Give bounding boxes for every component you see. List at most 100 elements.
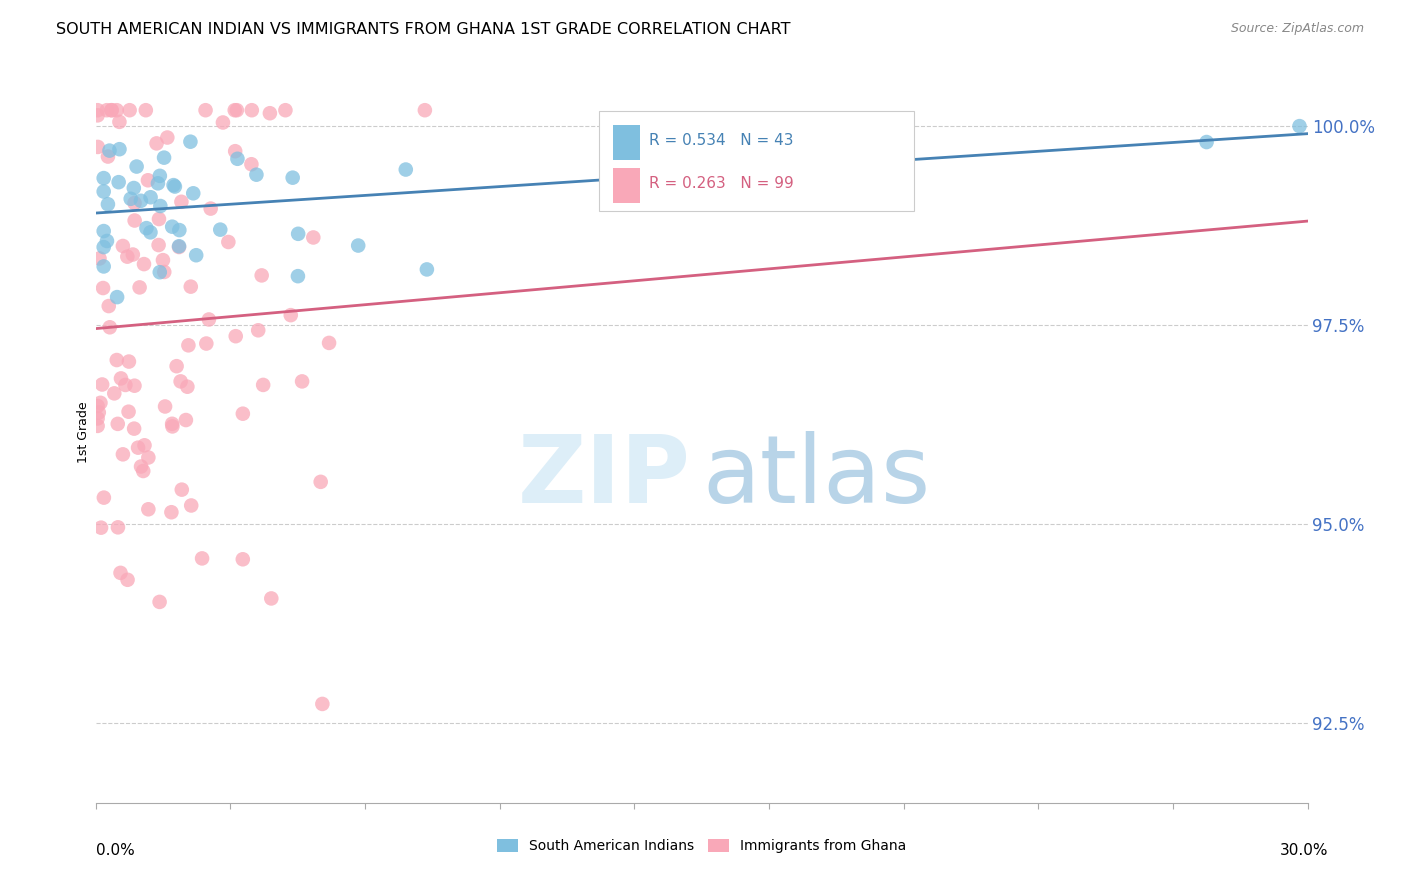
Point — [169, 223, 191, 237]
Point — [132, 257, 155, 271]
Point — [200, 202, 222, 216]
Point — [135, 103, 157, 118]
Point — [93, 224, 115, 238]
Point — [212, 115, 235, 129]
Point — [145, 136, 167, 151]
Text: R = 0.534   N = 43: R = 0.534 N = 43 — [650, 133, 794, 148]
Point — [110, 566, 132, 580]
Point — [93, 260, 115, 274]
Point — [86, 418, 108, 433]
Point — [191, 551, 214, 566]
Text: R = 0.263   N = 99: R = 0.263 N = 99 — [650, 176, 794, 191]
Point — [93, 171, 115, 186]
Point — [90, 521, 112, 535]
Point — [252, 378, 274, 392]
Point — [224, 103, 246, 118]
Point — [245, 168, 267, 182]
Point — [153, 265, 176, 279]
Text: 0.0%: 0.0% — [96, 843, 135, 858]
Point — [177, 338, 200, 352]
Point — [138, 450, 160, 465]
Point — [274, 103, 297, 118]
Point — [111, 239, 134, 253]
Point — [225, 329, 247, 343]
Point — [107, 417, 129, 431]
Point — [250, 268, 273, 283]
Text: SOUTH AMERICAN INDIAN VS IMMIGRANTS FROM GHANA 1ST GRADE CORRELATION CHART: SOUTH AMERICAN INDIAN VS IMMIGRANTS FROM… — [56, 22, 790, 37]
Point — [180, 279, 202, 293]
Point — [170, 483, 193, 497]
Text: atlas: atlas — [703, 431, 931, 523]
Point — [174, 413, 197, 427]
Point — [347, 238, 370, 252]
Point — [148, 238, 170, 252]
Point — [160, 505, 183, 519]
Point — [162, 419, 184, 434]
Point — [120, 192, 142, 206]
Point — [180, 499, 202, 513]
Point — [91, 281, 114, 295]
Point — [139, 190, 162, 204]
Point — [124, 378, 146, 392]
Point — [124, 213, 146, 227]
Point — [124, 196, 146, 211]
Point — [217, 235, 239, 249]
Point — [87, 405, 110, 419]
Point — [280, 308, 302, 322]
Point — [1288, 119, 1310, 133]
Y-axis label: 1st Grade: 1st Grade — [77, 401, 90, 464]
Point — [87, 140, 110, 154]
Point — [117, 573, 139, 587]
Point — [232, 407, 254, 421]
Point — [149, 169, 172, 183]
Point — [111, 447, 134, 461]
FancyBboxPatch shape — [599, 111, 914, 211]
Point — [125, 160, 148, 174]
Point — [240, 157, 263, 171]
Point — [97, 197, 120, 211]
Point — [93, 491, 115, 505]
Point — [195, 336, 218, 351]
Point — [93, 185, 115, 199]
Point — [127, 441, 149, 455]
Point — [240, 103, 263, 118]
Point — [166, 359, 188, 374]
Point — [97, 150, 120, 164]
Point — [122, 422, 145, 436]
Point — [149, 265, 172, 279]
Point — [118, 354, 141, 368]
Point — [97, 299, 120, 313]
Point — [108, 142, 131, 156]
Point — [100, 103, 122, 118]
Point — [117, 405, 139, 419]
Point — [302, 230, 325, 244]
Point — [176, 380, 198, 394]
Point — [105, 103, 128, 118]
Point — [153, 151, 176, 165]
Point — [118, 103, 141, 118]
Point — [110, 371, 132, 385]
Point — [186, 248, 208, 262]
Point — [129, 194, 152, 208]
Point — [136, 173, 159, 187]
Point — [413, 103, 436, 118]
Point — [139, 225, 162, 239]
Point — [247, 323, 270, 337]
Point — [107, 520, 129, 534]
Point — [792, 119, 814, 133]
Point — [209, 222, 232, 236]
Point — [105, 290, 128, 304]
Point — [114, 378, 136, 392]
Point — [129, 459, 152, 474]
Point — [91, 377, 114, 392]
Point — [149, 595, 172, 609]
Point — [138, 502, 160, 516]
Point — [149, 199, 172, 213]
Point — [259, 106, 281, 120]
Bar — [613, 168, 640, 203]
Point — [167, 239, 190, 253]
Point — [86, 103, 108, 118]
Bar — [613, 125, 640, 161]
Point — [93, 240, 115, 254]
Point — [156, 130, 179, 145]
